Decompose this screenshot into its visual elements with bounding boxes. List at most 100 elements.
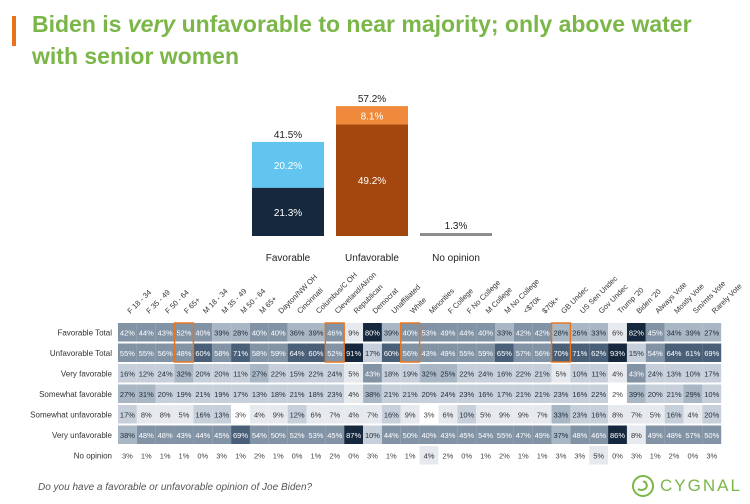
table-cell [702,425,722,444]
cell-value: 2% [499,451,510,460]
table-cell [193,364,213,383]
cell-value: 45% [327,431,342,440]
table-cell [589,323,609,342]
table-cell [551,384,571,403]
cell-value: 4% [348,390,359,399]
cell-value: 21% [384,390,399,399]
table-cell [212,343,232,362]
cell-value: 9% [405,410,416,419]
page-title: Biden is very unfavorable to near majori… [32,8,732,72]
cell-value: 54% [252,431,267,440]
cell-value: 52% [290,431,305,440]
table-cell [231,405,250,424]
crosstab-table: F 18 - 34F 35 - 49F 50 - 64F 65+M 18 - 3… [30,270,744,465]
cell-value: 10% [704,390,719,399]
cell-value: 40% [478,328,493,337]
table-cell [268,323,288,342]
cell-value: 16% [497,369,512,378]
table-cell [645,405,665,424]
cell-value: 19% [403,369,418,378]
bar-segment-label: 49.2% [358,176,386,187]
table-cell [476,323,495,342]
table-cell [249,446,269,465]
table-cell [683,425,703,444]
table-cell [419,323,439,342]
table-cell [306,343,326,362]
table-cell [344,364,364,383]
table-cell [570,384,590,403]
table-cell [287,343,307,362]
category-label: Favorable [266,253,311,264]
table-cell [419,384,439,403]
cell-value: 86% [610,431,625,440]
table-cell [513,446,533,465]
bar-total-label: 1.3% [445,221,468,232]
table-cell [702,343,722,362]
cell-value: 43% [158,328,173,337]
cell-value: 6% [612,328,623,337]
cell-value: 13% [214,410,229,419]
cell-value: 7% [367,410,378,419]
survey-question: Do you have a favorable or unfavorable o… [38,482,313,493]
cell-value: 1% [160,451,171,460]
cell-value: 3% [556,451,567,460]
cell-value: 60% [195,349,210,358]
cell-value: 40% [271,328,286,337]
cell-value: 5% [593,451,604,460]
cygnal-logo: CYGNAL [632,474,742,498]
cell-value: 39% [629,390,644,399]
cell-value: 91% [346,349,361,358]
table-cell [532,343,552,362]
table-cell [589,405,609,424]
cell-value: 23% [572,410,587,419]
cell-value: 1% [386,451,397,460]
table-cell [174,343,194,362]
table-cell [400,343,420,362]
table-cell [645,364,665,383]
table-cell [457,364,477,383]
table-cell [551,343,571,362]
cell-value: 16% [478,390,493,399]
cell-value: 69% [233,431,248,440]
table-cell [419,446,439,465]
cell-value: 64% [667,349,682,358]
cell-value: 43% [422,349,437,358]
bar-total-label: 57.2% [358,94,386,105]
table-cell [231,446,250,465]
cell-value: 39% [308,328,323,337]
table-cell [457,343,477,362]
cell-value: 33% [591,328,606,337]
highlight-border [173,322,195,363]
table-cell [419,425,439,444]
cell-value: 0% [348,451,359,460]
cell-value: 53% [308,431,323,440]
cell-value: 71% [233,349,248,358]
cell-value: 42% [516,328,531,337]
cell-value: 11% [591,369,606,378]
table-cell [174,425,194,444]
cell-value: 15% [290,369,305,378]
table-cell [344,425,364,444]
cell-value: 2% [612,390,623,399]
table-cell [381,384,401,403]
cell-value: 9% [499,410,510,419]
table-cell [249,343,269,362]
cell-value: 0% [292,451,303,460]
table-cell [664,405,684,424]
table-cell [457,446,477,465]
table-cell [476,364,495,383]
swan-icon [632,475,654,497]
table-cell [476,384,495,403]
cell-value: 20% [158,390,173,399]
cell-value: 70% [553,349,568,358]
cell-value: 20% [422,390,437,399]
table-cell [381,446,401,465]
table-cell [608,384,627,403]
table-cell [513,384,533,403]
table-cell [495,405,514,424]
table-cell [457,425,477,444]
cell-value: 1% [650,451,661,460]
cell-value: 10% [365,431,380,440]
bar-segment [420,233,492,236]
cell-value: 21% [535,390,550,399]
